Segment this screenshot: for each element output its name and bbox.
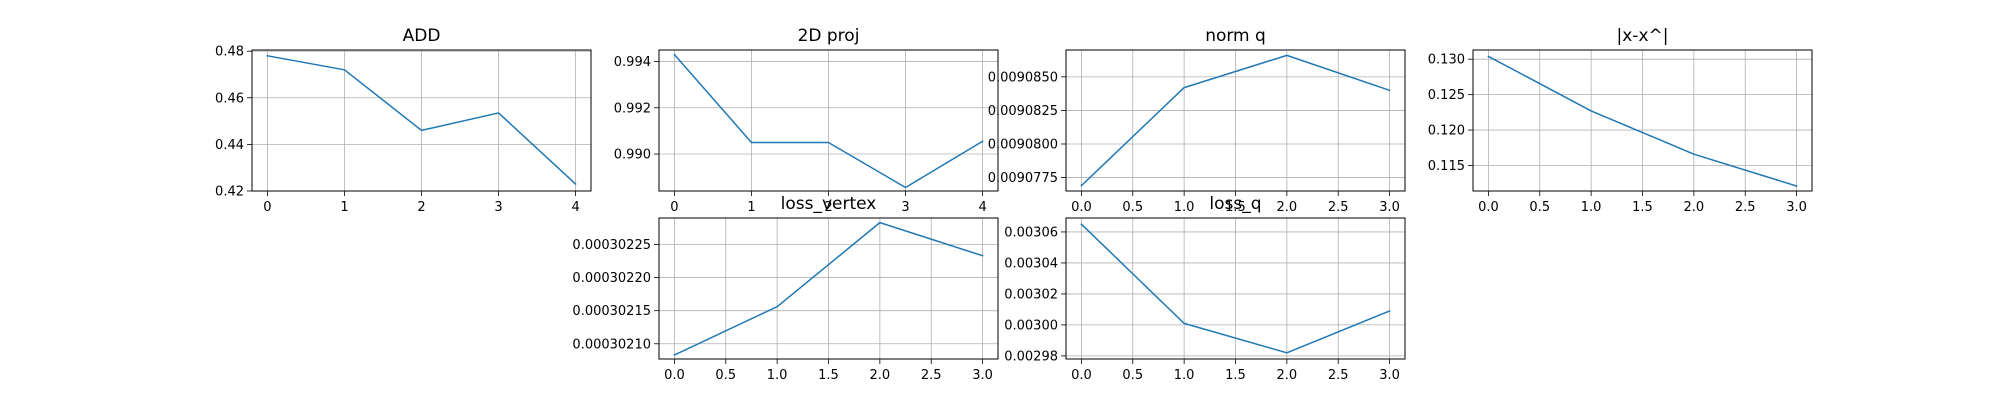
x-tick-label: 2 <box>824 200 832 215</box>
y-tick-label: 0.46 <box>215 91 244 106</box>
y-tick-label: 0.44 <box>215 138 244 153</box>
x-tick-label: 0.5 <box>1122 368 1143 383</box>
y-tick-label: 0.130 <box>1428 53 1465 68</box>
x-tick-label: 3.0 <box>1379 200 1400 215</box>
y-tick-label: 0.0090825 <box>988 104 1058 119</box>
subplot-3: 0.0 0.5 1.0 1.5 2.0 2.5 3.0 0.0090775 0.0090800 0… <box>988 26 1406 215</box>
x-tick-label: 1.5 <box>1632 200 1653 215</box>
x-tick-label: 3.0 <box>1379 368 1400 383</box>
y-tick-label: 0.00304 <box>1004 256 1058 271</box>
x-tick-label: 0.0 <box>1478 200 1499 215</box>
y-tick-label: 0.0090850 <box>988 70 1058 85</box>
x-tick-label: 3.0 <box>972 368 993 383</box>
y-tick-label: 0.00298 <box>1004 349 1058 364</box>
x-tick-label: 1.0 <box>1174 368 1195 383</box>
y-tick-label: 0.0090800 <box>988 138 1058 153</box>
x-tick-label: 2.0 <box>870 368 891 383</box>
x-tick-label: 3.0 <box>1786 200 1807 215</box>
subplot-6: 0.0 0.5 1.0 1.5 2.0 2.5 3.0 0.00298 0.00300 0.003… <box>1004 194 1406 383</box>
x-tick-label: 2.0 <box>1277 368 1298 383</box>
y-tick-label: 0.992 <box>614 101 651 116</box>
subplot-2: 0 1 2 3 4 0.990 0.992 0.994 2D proj <box>614 26 999 215</box>
x-tick-label: 1 <box>340 200 348 215</box>
x-tick-label: 1.5 <box>1225 368 1246 383</box>
y-tick-label: 0.990 <box>614 148 651 163</box>
x-tick-label: 0 <box>670 200 678 215</box>
y-tick-label: 0.994 <box>614 55 651 70</box>
x-tick-label: 1.0 <box>1581 200 1602 215</box>
x-tick-label: 2.5 <box>1328 368 1349 383</box>
subplot-title: |x-x^| <box>1617 26 1669 46</box>
x-tick-label: 1.0 <box>1174 200 1195 215</box>
subplot-1: 0 1 2 3 4 0.42 0.44 0.46 0.48 ADD <box>215 26 592 215</box>
x-tick-label: 2.5 <box>921 368 942 383</box>
x-tick-label: 0.0 <box>1071 368 1092 383</box>
y-tick-label: 0.125 <box>1428 88 1465 103</box>
series-line <box>673 221 984 357</box>
subplot-title: loss_vertex <box>781 194 877 214</box>
x-tick-label: 0 <box>263 200 271 215</box>
subplot-title: loss_q <box>1209 194 1261 214</box>
x-tick-label: 3 <box>901 200 909 215</box>
y-tick-label: 0.00306 <box>1004 225 1058 240</box>
x-tick-label: 0.0 <box>664 368 685 383</box>
x-tick-label: 0.5 <box>715 368 736 383</box>
series-line <box>1080 223 1391 354</box>
x-tick-label: 2.5 <box>1328 200 1349 215</box>
x-tick-label: 1.0 <box>767 368 788 383</box>
y-tick-label: 0.42 <box>215 185 244 200</box>
x-tick-label: 4 <box>978 200 986 215</box>
subplot-title: ADD <box>403 26 441 46</box>
subplot-title: 2D proj <box>798 26 860 46</box>
y-tick-label: 0.00030220 <box>572 271 651 286</box>
series-line <box>673 53 984 189</box>
x-tick-label: 0.5 <box>1529 200 1550 215</box>
y-tick-label: 0.115 <box>1428 159 1465 174</box>
series-line <box>1487 55 1798 187</box>
x-tick-label: 3 <box>494 200 502 215</box>
x-tick-label: 2.5 <box>1735 200 1756 215</box>
series-line <box>1080 54 1391 187</box>
y-tick-label: 0.00300 <box>1004 318 1058 333</box>
series-line <box>266 54 577 186</box>
x-tick-label: 0.0 <box>1071 200 1092 215</box>
x-tick-label: 1.5 <box>1225 200 1246 215</box>
y-tick-label: 0.48 <box>215 45 244 60</box>
x-tick-label: 2 <box>417 200 425 215</box>
x-tick-label: 2.0 <box>1684 200 1705 215</box>
subplot-title: norm q <box>1205 26 1266 46</box>
subplot-4: 0.0 0.5 1.0 1.5 2.0 2.5 3.0 0.115 0.120 0.125 0.13… <box>1428 26 1813 215</box>
y-tick-label: 0.0090775 <box>988 171 1058 186</box>
y-tick-label: 0.120 <box>1428 124 1465 139</box>
x-tick-label: 2.0 <box>1277 200 1298 215</box>
y-tick-label: 0.00030225 <box>572 238 651 253</box>
y-tick-label: 0.00302 <box>1004 287 1058 302</box>
subplot-5: 0.0 0.5 1.0 1.5 2.0 2.5 3.0 0.00030210 0.0003021… <box>572 194 999 383</box>
x-tick-label: 1.5 <box>818 368 839 383</box>
x-tick-label: 4 <box>571 200 579 215</box>
x-tick-label: 0.5 <box>1122 200 1143 215</box>
y-tick-label: 0.00030210 <box>572 337 651 352</box>
x-tick-label: 1 <box>747 200 755 215</box>
y-tick-label: 0.00030215 <box>572 304 651 319</box>
